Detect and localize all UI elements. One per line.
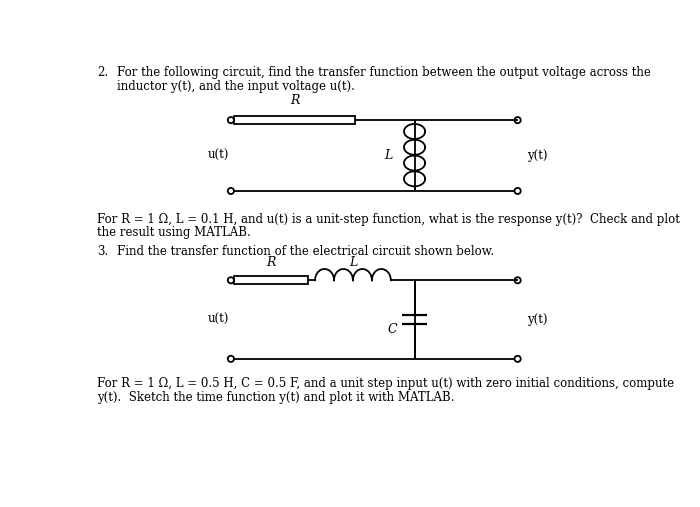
Text: y(t): y(t)	[527, 149, 547, 162]
Text: y(t): y(t)	[527, 313, 547, 326]
Bar	[234, 276, 309, 284]
Text: For R = 1 Ω, L = 0.5 H, C = 0.5 F, and a unit step input u(t) with zero initial : For R = 1 Ω, L = 0.5 H, C = 0.5 F, and a…	[97, 377, 674, 390]
Text: For the following circuit, find the transfer function between the output voltage: For the following circuit, find the tran…	[117, 66, 651, 79]
Text: 3.: 3.	[97, 245, 108, 258]
Text: L: L	[349, 256, 357, 269]
Text: Find the transfer function of the electrical circuit shown below.: Find the transfer function of the electr…	[117, 245, 494, 258]
Text: the result using MATLAB.: the result using MATLAB.	[97, 227, 251, 239]
Text: inductor y(t), and the input voltage u(t).: inductor y(t), and the input voltage u(t…	[117, 80, 355, 93]
Text: C: C	[388, 323, 398, 336]
Text: For R = 1 Ω, L = 0.1 H, and u(t) is a unit-step function, what is the response y: For R = 1 Ω, L = 0.1 H, and u(t) is a un…	[97, 212, 680, 226]
Bar	[234, 116, 355, 124]
Text: y(t).  Sketch the time function y(t) and plot it with MATLAB.: y(t). Sketch the time function y(t) and …	[97, 391, 454, 404]
Text: u(t): u(t)	[208, 149, 230, 162]
Text: 2.: 2.	[97, 66, 108, 79]
Text: R: R	[267, 256, 276, 269]
Text: L: L	[384, 149, 393, 162]
Text: u(t): u(t)	[208, 313, 230, 326]
Text: R: R	[290, 94, 299, 107]
